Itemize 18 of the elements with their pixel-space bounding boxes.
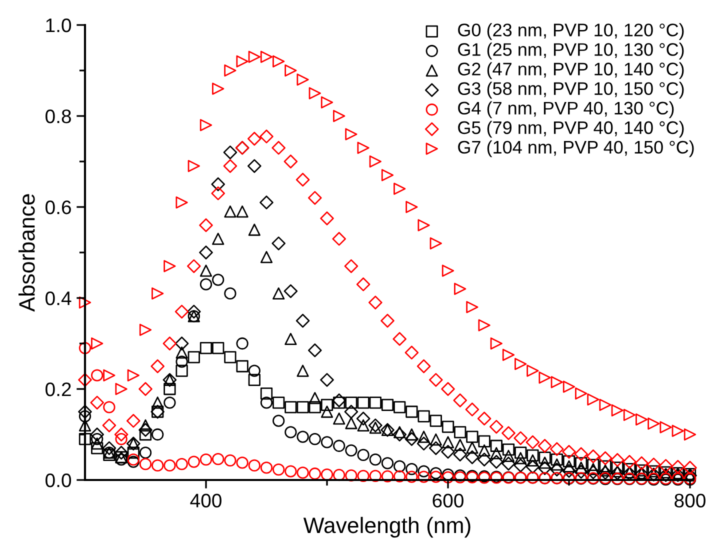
y-tick-label: 1.0 (46, 18, 72, 32)
legend-label: G4 (7 nm, PVP 40, 130 °C) (458, 101, 674, 118)
legend-label: G2 (47 nm, PVP 10, 140 °C) (458, 62, 684, 80)
x-tick-label: 600 (432, 494, 464, 508)
legend-label: G5 (79 nm, PVP 40, 140 °C) (458, 120, 684, 138)
y-axis-title: Absorbance (18, 194, 35, 312)
x-tick-label: 800 (674, 494, 706, 508)
y-tick-label: 0.6 (46, 200, 71, 214)
x-axis-title: Wavelength (nm) (303, 516, 470, 538)
legend-label: G1 (25 nm, PVP 10, 130 °C) (458, 42, 684, 60)
y-tick-label: 0.2 (46, 382, 71, 396)
x-tick-label: 400 (190, 494, 222, 508)
y-tick-label: 0.8 (46, 109, 71, 124)
legend-label: G3 (58 nm, PVP 10, 150 °C) (458, 82, 684, 99)
legend-label: G0 (23 nm, PVP 10, 120 °C) (458, 23, 684, 40)
y-tick-label: 0.4 (46, 291, 72, 306)
y-tick-label: 0.0 (46, 473, 72, 488)
legend-label: G7 (104 nm, PVP 40, 150 °C) (458, 140, 694, 158)
